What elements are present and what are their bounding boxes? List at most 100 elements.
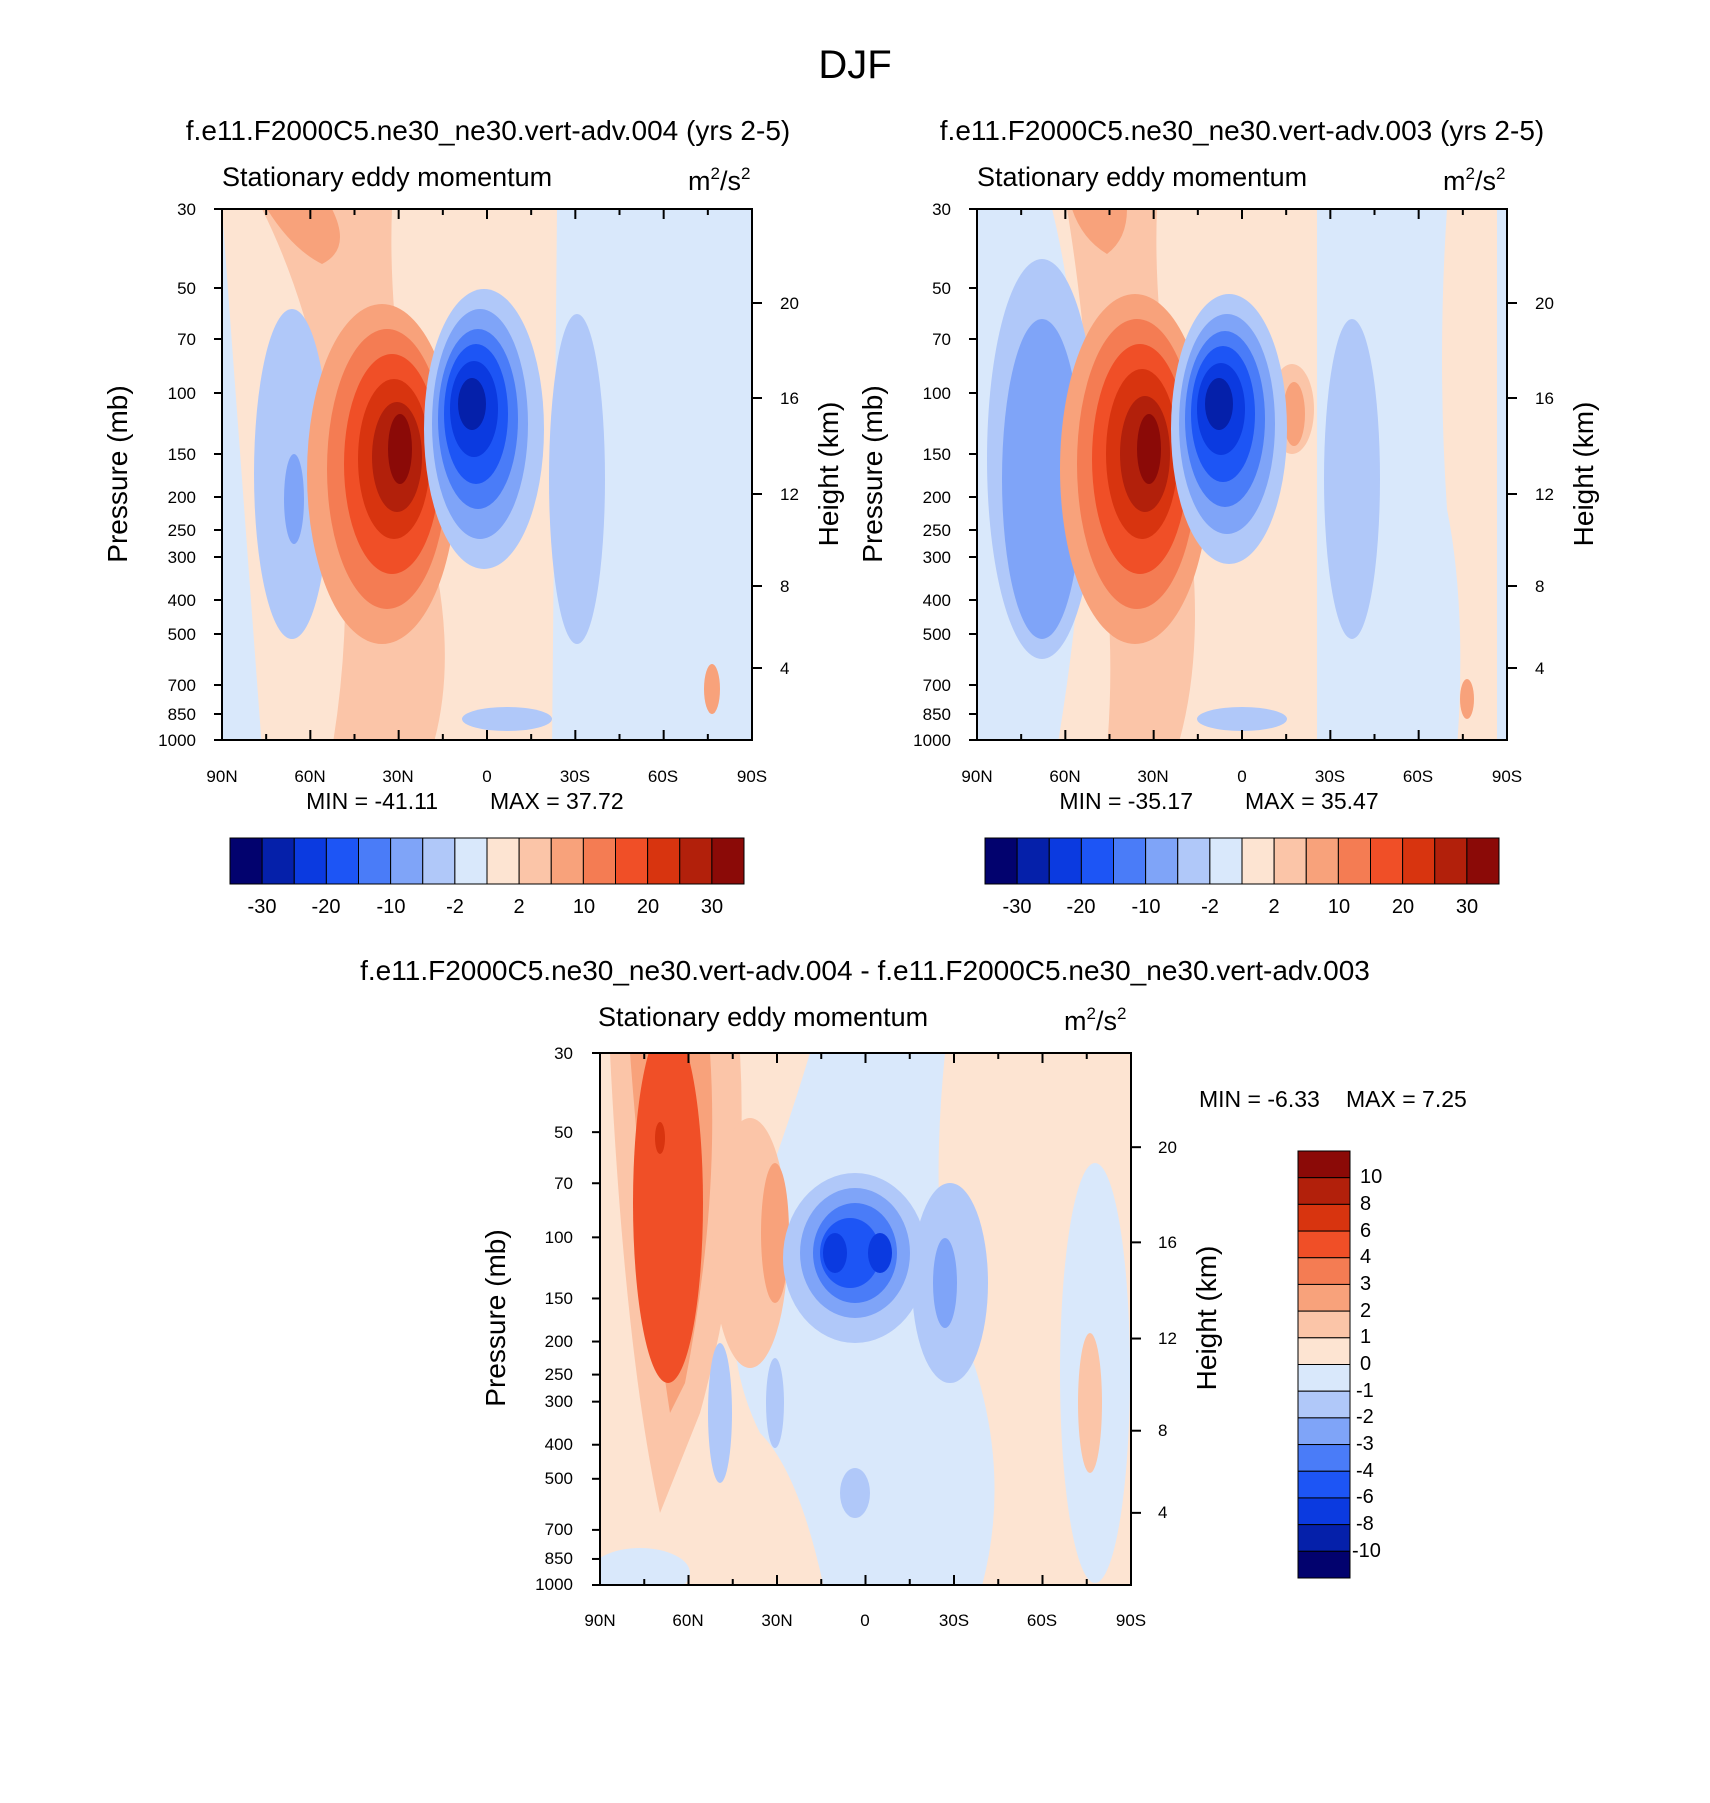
panel-2-x-ticks: 90N 60N 30N 0 30S 60S 90S: [961, 767, 1522, 786]
panel-3-colorbar-label: -3: [1356, 1433, 1374, 1455]
figure-title: DJF: [818, 43, 891, 87]
colorbar-box: [518, 837, 552, 885]
colorbar-box: [1016, 837, 1050, 885]
panel-2-subtitle: Stationary eddy momentum: [977, 162, 1307, 192]
colorbar-box: [1048, 837, 1082, 885]
panel-2-max: MAX = 35.47: [1245, 788, 1379, 814]
colorbar-box: [358, 837, 392, 885]
panel-1-x-tick: 90S: [737, 767, 767, 786]
panel-1-y-tick: 100: [168, 384, 196, 403]
panel-1-y-tick: 400: [168, 591, 196, 610]
panel-2-y-tick: 30: [932, 200, 951, 219]
colorbar-box: [261, 837, 295, 885]
panel-2-ylabel: Pressure (mb): [857, 385, 888, 562]
colorbar-box: [1297, 1550, 1351, 1579]
colorbar-box: [1241, 837, 1275, 885]
panel-2-colorbar-label: 2: [1268, 896, 1279, 918]
panel-3: f.e11.F2000C5.ne30_ne30.vert-adv.004 - f…: [360, 955, 1467, 1630]
panel-1-x-tick: 0: [482, 767, 491, 786]
panel-3-colorbar-label: 4: [1360, 1246, 1371, 1268]
panel-3-min: MIN = -6.33: [1199, 1086, 1320, 1112]
colorbar-box: [1297, 1230, 1351, 1259]
colorbar-box: [1297, 1283, 1351, 1312]
panel-3-colorbar-label: 0: [1360, 1353, 1371, 1375]
panel-3-colorbar-label: 8: [1360, 1193, 1371, 1215]
colorbar-box: [454, 837, 488, 885]
panel-1-units: m2/s2: [688, 164, 750, 196]
panel-1-subtitle: Stationary eddy momentum: [222, 162, 552, 192]
panel-2-y-tick: 50: [932, 279, 951, 298]
colorbar-box: [1297, 1257, 1351, 1285]
panel-2-height-tick: 16: [1535, 389, 1554, 408]
colorbar-box: [1297, 1417, 1351, 1446]
panel-2-y-tick: 100: [923, 384, 951, 403]
colorbar-box: [1177, 837, 1211, 885]
colorbar-box: [647, 837, 681, 885]
panel-3-y-tick: 30: [554, 1044, 573, 1063]
panel-2-right-ticks: 20 16 12 8 4: [1535, 294, 1554, 678]
panel-3-y-tick: 850: [545, 1549, 573, 1568]
panel-2: f.e11.F2000C5.ne30_ne30.vert-adv.003 (yr…: [857, 115, 1599, 918]
colorbar-box: [1297, 1337, 1351, 1365]
panel-3-right-ticks: 20 16 12 8 4: [1158, 1138, 1177, 1522]
colorbar-box: [550, 837, 584, 885]
panel-1-colorbar-label: -10: [377, 896, 406, 918]
panel-1-y-tick: 850: [168, 705, 196, 724]
panel-3-left-ticks: 30 50 70 100 150 200 250 300 400 500 700…: [535, 1044, 573, 1594]
panel-2-left-ticks: 30 50 70 100 150 200 250 300 400 500 700…: [913, 200, 951, 750]
panel-2-height-tick: 8: [1535, 577, 1544, 596]
panel-2-colorbar-label: -2: [1201, 896, 1219, 918]
panel-1-colorbar-label: 20: [637, 896, 659, 918]
panel-3-height-tick: 16: [1158, 1233, 1177, 1252]
colorbar-box: [1297, 1470, 1351, 1499]
panel-3-units: m2/s2: [1064, 1004, 1126, 1036]
panel-1-colorbar-label: 10: [573, 896, 595, 918]
panel-2-y-tick: 150: [923, 445, 951, 464]
panel-1-y-tick: 50: [177, 279, 196, 298]
panel-3-y-tick: 1000: [535, 1575, 573, 1594]
panel-2-plot-area: [977, 209, 1507, 740]
panel-3-colorbar-label: -10: [1352, 1540, 1381, 1562]
panel-1-y-tick: 250: [168, 521, 196, 540]
panel-2-colorbar-label: -20: [1067, 896, 1096, 918]
panel-3-ylabel: Pressure (mb): [480, 1229, 511, 1406]
panel-3-tickmarks: [592, 1052, 1141, 1586]
panel-2-title: f.e11.F2000C5.ne30_ne30.vert-adv.003 (yr…: [940, 115, 1544, 146]
panel-1-tickmarks: [214, 208, 762, 741]
colorbar-box: [486, 837, 520, 885]
colorbar-box: [1402, 837, 1436, 885]
panel-1-height-tick: 4: [780, 659, 789, 678]
colorbar-box: [293, 837, 327, 885]
panel-1-x-ticks: 90N 60N 30N 0 30S 60S 90S: [206, 767, 767, 786]
panel-2-height-tick: 12: [1535, 485, 1554, 504]
panel-1-y-tick: 700: [168, 676, 196, 695]
panel-1-plot-area: [222, 209, 752, 740]
panel-1-max: MAX = 37.72: [490, 788, 624, 814]
panel-3-x-tick: 60S: [1027, 1611, 1057, 1630]
panel-2-y-tick: 300: [923, 548, 951, 567]
panel-2-units: m2/s2: [1443, 164, 1505, 196]
panel-3-y-tick: 500: [545, 1469, 573, 1488]
panel-1-colorbar-label: -30: [248, 896, 277, 918]
colorbar-box: [1080, 837, 1114, 885]
panel-3-colorbar-label: -2: [1356, 1406, 1374, 1428]
panel-3-x-tick: 60N: [672, 1611, 703, 1630]
panel-2-y-tick: 700: [923, 676, 951, 695]
panel-1-x-tick: 60S: [648, 767, 678, 786]
colorbar-box: [1145, 837, 1179, 885]
panel-2-y-tick: 500: [923, 625, 951, 644]
panel-2-y-tick: 850: [923, 705, 951, 724]
colorbar-box: [325, 837, 359, 885]
panel-3-colorbar-label: 6: [1360, 1220, 1371, 1242]
panel-3-colorbar-label: -8: [1356, 1513, 1374, 1535]
panel-1-x-tick: 90N: [206, 767, 237, 786]
panel-3-colorbar-label: 2: [1360, 1300, 1371, 1322]
colorbar-box: [615, 837, 649, 885]
panel-3-height-tick: 4: [1158, 1503, 1167, 1522]
panel-1-y-tick: 300: [168, 548, 196, 567]
colorbar-box: [582, 837, 616, 885]
panel-1-y-tick: 70: [177, 330, 196, 349]
panel-1-ylabel-right: Height (km): [813, 402, 844, 547]
colorbar-box: [1297, 1390, 1351, 1419]
panel-3-colorbar-label: 10: [1360, 1166, 1382, 1188]
